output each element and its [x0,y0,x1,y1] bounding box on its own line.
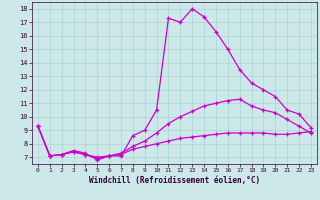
X-axis label: Windchill (Refroidissement éolien,°C): Windchill (Refroidissement éolien,°C) [89,176,260,185]
